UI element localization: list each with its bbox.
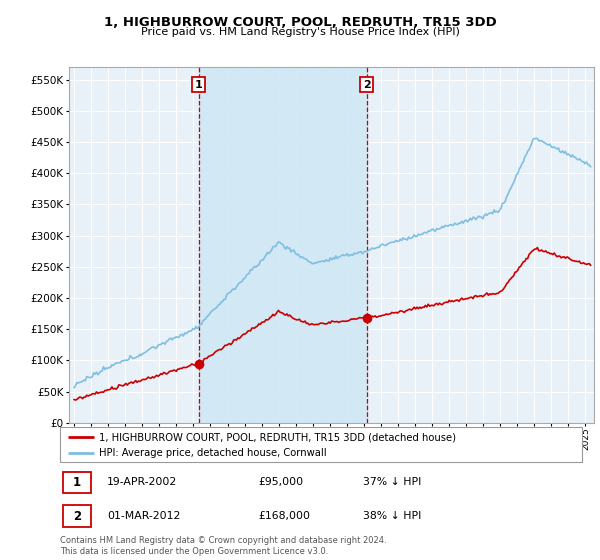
Text: 1, HIGHBURROW COURT, POOL, REDRUTH, TR15 3DD: 1, HIGHBURROW COURT, POOL, REDRUTH, TR15… xyxy=(104,16,496,29)
Text: 38% ↓ HPI: 38% ↓ HPI xyxy=(363,511,421,521)
Text: £95,000: £95,000 xyxy=(259,478,304,487)
Text: 37% ↓ HPI: 37% ↓ HPI xyxy=(363,478,421,487)
Text: 2: 2 xyxy=(73,510,81,522)
Text: 1: 1 xyxy=(194,80,202,90)
Text: 1, HIGHBURROW COURT, POOL, REDRUTH, TR15 3DD (detached house): 1, HIGHBURROW COURT, POOL, REDRUTH, TR15… xyxy=(99,432,456,442)
FancyBboxPatch shape xyxy=(62,505,91,527)
Text: 01-MAR-2012: 01-MAR-2012 xyxy=(107,511,181,521)
Text: 2: 2 xyxy=(363,80,371,90)
Text: Contains HM Land Registry data © Crown copyright and database right 2024.
This d: Contains HM Land Registry data © Crown c… xyxy=(60,536,386,556)
FancyBboxPatch shape xyxy=(62,472,91,493)
Text: HPI: Average price, detached house, Cornwall: HPI: Average price, detached house, Corn… xyxy=(99,449,327,458)
Text: Price paid vs. HM Land Registry's House Price Index (HPI): Price paid vs. HM Land Registry's House … xyxy=(140,27,460,37)
Text: £168,000: £168,000 xyxy=(259,511,310,521)
Text: 1: 1 xyxy=(73,476,81,489)
Text: 19-APR-2002: 19-APR-2002 xyxy=(107,478,177,487)
Bar xyxy=(199,67,367,423)
